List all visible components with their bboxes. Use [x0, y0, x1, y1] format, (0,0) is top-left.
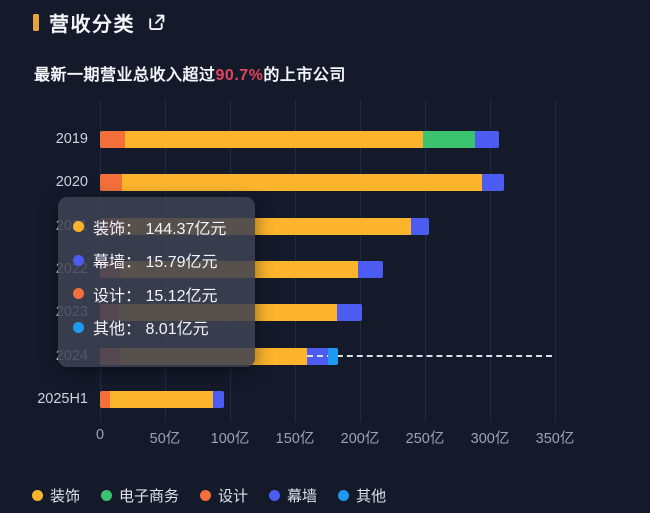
x-axis-tick-label: 100亿 — [210, 431, 250, 447]
legend-item[interactable]: 电子商务 — [101, 485, 179, 506]
legend-dot-icon — [338, 490, 350, 501]
bar-segment[interactable] — [100, 174, 122, 192]
axis-pointer-line — [307, 355, 553, 358]
x-axis-tick-label: 200亿 — [340, 431, 380, 447]
legend-dot-icon — [101, 490, 113, 501]
subtitle-prefix: 最新一期营业总收入超过 — [34, 67, 216, 84]
bar-segment[interactable] — [357, 260, 383, 278]
subtitle: 最新一期营业总收入超过90.7%的上市公司 — [34, 61, 346, 85]
legend-dot-icon — [32, 490, 43, 501]
bar-segment[interactable] — [410, 217, 429, 235]
y-axis-label: 2025H1 — [37, 390, 88, 407]
tooltip-row: 其他： 8.01亿元 — [73, 311, 255, 345]
bar-row — [100, 131, 499, 148]
tooltip-text: 幕墙： 15.79亿元 — [93, 254, 218, 272]
legend-item[interactable]: 其他 — [338, 485, 386, 506]
bar-segment[interactable] — [121, 174, 482, 192]
series-dot-icon — [73, 221, 84, 233]
x-axis-tick-label: 300亿 — [470, 431, 510, 447]
subtitle-suffix: 的上市公司 — [263, 67, 346, 84]
legend-label: 装饰 — [50, 488, 81, 505]
x-axis-tick-label: 250亿 — [405, 431, 445, 447]
bar-segment[interactable] — [481, 174, 504, 192]
legend-label: 电子商务 — [119, 488, 180, 505]
y-axis-label: 2019 — [55, 131, 88, 147]
legend-label: 其他 — [356, 488, 387, 505]
tooltip-row: 幕墙： 15.79亿元 — [73, 244, 255, 278]
subtitle-highlight: 90.7% — [215, 67, 264, 84]
legend-item[interactable]: 装饰 — [32, 485, 80, 506]
tooltip-text: 设计： 15.12亿元 — [93, 287, 218, 305]
bar-segment[interactable] — [474, 131, 499, 148]
x-axis-tick-label: 150亿 — [275, 431, 315, 447]
bar-row — [100, 174, 504, 192]
legend-item[interactable]: 幕墙 — [269, 485, 317, 506]
legend-dot-icon — [200, 490, 212, 501]
y-axis-label: 2020 — [55, 174, 88, 191]
page-header: 营收分类 — [33, 8, 166, 37]
bar-segment[interactable] — [422, 131, 475, 148]
tooltip-row: 设计： 15.12亿元 — [73, 277, 255, 311]
tooltip-text: 装饰： 144.37亿元 — [93, 220, 227, 238]
gridline — [425, 100, 426, 422]
bar-segment[interactable] — [336, 304, 362, 322]
gridline — [490, 100, 491, 422]
page-title: 营收分类 — [49, 14, 135, 36]
tooltip-row: 装饰： 144.37亿元 — [73, 210, 255, 244]
series-dot-icon — [73, 254, 84, 266]
legend-item[interactable]: 设计 — [200, 485, 248, 506]
bar-segment[interactable] — [110, 390, 213, 408]
series-dot-icon — [73, 321, 84, 333]
bar-segment[interactable] — [124, 131, 423, 148]
tooltip-text: 其他： 8.01亿元 — [93, 321, 209, 339]
bar-row — [100, 390, 224, 408]
legend-dot-icon — [269, 490, 281, 501]
external-link-icon[interactable] — [147, 13, 166, 32]
bar-segment[interactable] — [327, 347, 339, 365]
x-axis-tick-label: 50亿 — [149, 431, 181, 447]
x-axis-tick-label: 350亿 — [535, 431, 575, 447]
bar-segment[interactable] — [100, 390, 110, 408]
gridline — [555, 100, 556, 422]
series-dot-icon — [73, 288, 84, 300]
x-axis-tick-label: 0 — [95, 427, 105, 443]
legend-label: 幕墙 — [287, 488, 318, 505]
bar-segment[interactable] — [100, 131, 125, 148]
legend-label: 设计 — [218, 488, 249, 505]
title-marker — [33, 14, 39, 31]
chart-legend: 装饰 电子商务 设计 幕墙 其他 — [32, 485, 386, 506]
bar-segment[interactable] — [212, 390, 224, 408]
chart-tooltip: 装饰： 144.37亿元 幕墙： 15.79亿元 设计： 15.12亿元 其他： 8.… — [58, 197, 255, 367]
